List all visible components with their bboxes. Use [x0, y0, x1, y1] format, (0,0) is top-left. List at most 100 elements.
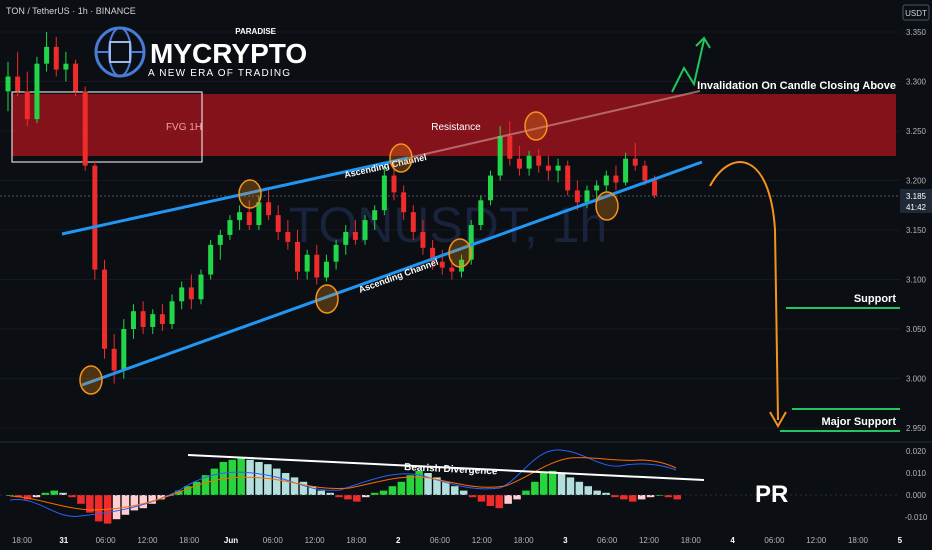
candle-body	[468, 225, 474, 260]
candle-body	[111, 348, 117, 371]
histogram-bar	[308, 486, 317, 495]
time-tick-label: 12:00	[806, 536, 827, 545]
histogram-bar	[50, 490, 58, 495]
candle-body	[63, 63, 69, 70]
histogram-bar	[566, 477, 575, 495]
price-tick-label: 3.200	[906, 177, 927, 186]
time-axis-bg	[0, 530, 932, 550]
bearish-divergence-label: Bearish Divergence	[404, 462, 498, 477]
histogram-bar	[255, 462, 263, 495]
histogram-bar	[353, 495, 361, 502]
logo-tag: PARADISE	[235, 27, 276, 36]
pr-mark: PR	[755, 481, 788, 508]
candle-body	[208, 244, 214, 275]
histogram-bar	[397, 481, 406, 495]
histogram-bar	[620, 495, 628, 500]
candle-body	[333, 244, 339, 262]
histogram-bar	[41, 492, 50, 495]
price-tick-label: 3.350	[906, 28, 927, 37]
candle-body	[623, 158, 629, 183]
touch-point-marker	[315, 284, 339, 314]
time-tick-label: Jun	[224, 536, 238, 545]
candle-body	[227, 220, 233, 235]
candle-body	[150, 314, 156, 328]
candle-body	[507, 135, 513, 159]
candle-body	[188, 287, 194, 300]
bearish-divergence-line	[187, 454, 705, 481]
histogram-bar	[611, 495, 619, 498]
candle-body	[130, 311, 136, 329]
candle-body	[488, 175, 493, 201]
candle-body	[430, 247, 436, 262]
candle-body	[410, 212, 416, 232]
price-tick-label: 3.100	[906, 276, 927, 285]
touch-point-marker	[595, 191, 619, 221]
price-tick-label: 3.000	[906, 375, 927, 384]
candle-body	[401, 192, 407, 213]
candle-body	[420, 231, 426, 248]
indicator-tick-label: 0.020	[906, 447, 927, 456]
candle-body	[545, 165, 551, 171]
candle-body	[295, 241, 300, 272]
candle-body	[314, 254, 320, 278]
candle-body	[352, 231, 358, 240]
candle-body	[217, 234, 223, 245]
histogram-bar	[362, 495, 370, 498]
invalidation-arrow	[671, 39, 705, 93]
candle-body	[526, 155, 532, 169]
fvg-box	[11, 91, 203, 163]
candle-body	[159, 314, 165, 325]
candle-body	[632, 158, 638, 166]
touch-point-marker	[79, 365, 103, 395]
price-axis: USDT 3.350 3.300 3.250 3.200 3.150 3.100 3.050…	[900, 0, 932, 550]
candle-body	[652, 180, 658, 196]
candle-body	[449, 267, 455, 272]
histogram-bar	[637, 495, 646, 500]
touch-point-marker	[389, 143, 413, 173]
invalidation-arrow-head	[695, 36, 711, 49]
candle-body	[266, 202, 272, 216]
candle-body	[246, 212, 252, 226]
histogram-bar	[593, 490, 601, 495]
signal-line	[9, 457, 677, 511]
logo-tagline: A NEW ERA OF TRADING	[148, 68, 291, 79]
candle-body	[381, 175, 387, 211]
indicator-tick-labels: 0.020 0.010 0.000 -0.010	[905, 447, 928, 522]
candle-body	[92, 165, 98, 270]
touch-point-marker	[448, 238, 472, 268]
histogram-bar	[210, 468, 219, 495]
candle-body	[642, 165, 648, 181]
histogram-bar	[522, 490, 530, 495]
candle-body	[594, 185, 600, 191]
symbol-header: TON / TetherUS · 1h · BINANCE	[6, 6, 136, 16]
candle-body	[179, 287, 185, 302]
time-tick-label: 06:00	[96, 536, 117, 545]
histogram-bar	[451, 486, 459, 495]
candle-body	[459, 259, 465, 272]
histogram-bar	[388, 486, 397, 495]
candle-body	[536, 155, 542, 166]
histogram-bar	[379, 490, 388, 495]
histogram-bar	[68, 495, 76, 498]
currency-box[interactable]	[902, 4, 930, 21]
candle-body	[5, 76, 11, 92]
time-tick-label: 06:00	[597, 536, 618, 545]
price-axis-bg	[900, 0, 932, 550]
histogram-bar	[513, 495, 521, 500]
histogram-bar	[95, 495, 103, 522]
histogram-bar	[326, 492, 334, 495]
histogram-bar	[540, 473, 548, 495]
candle-body	[304, 254, 310, 272]
touch-point-markers	[79, 111, 619, 395]
histogram-bar	[584, 486, 592, 495]
time-tick-label: 18:00	[179, 536, 200, 545]
macd-line	[9, 449, 677, 517]
candlesticks	[5, 32, 658, 384]
candle-countdown: 41:42	[906, 203, 927, 212]
histogram-bar	[23, 495, 32, 500]
histogram-bar	[655, 495, 664, 496]
candle-body	[391, 175, 397, 193]
last-price-value: 3.185	[906, 192, 927, 201]
candle-body	[439, 261, 445, 268]
